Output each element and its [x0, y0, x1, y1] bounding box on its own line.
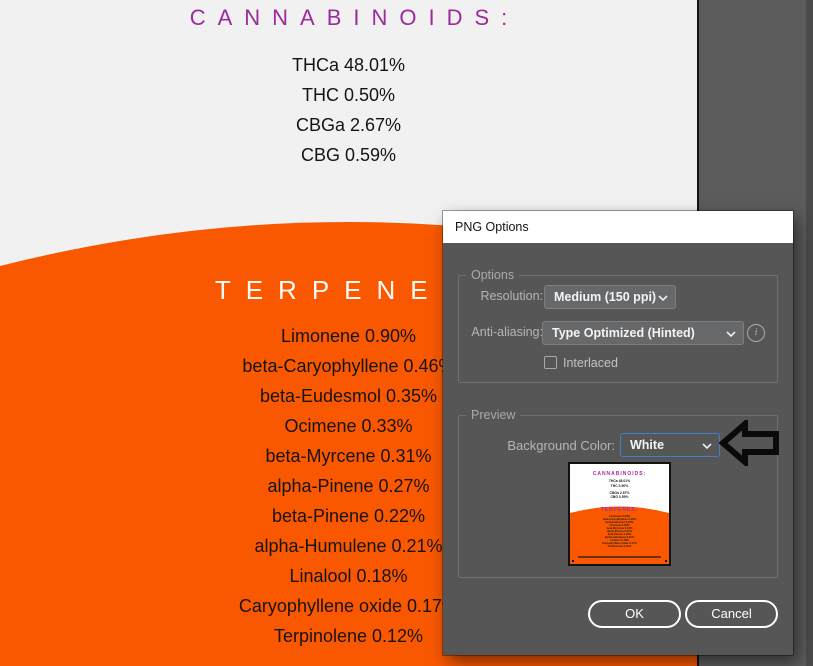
- terpene-line: beta-Pinene 0.22%: [271, 506, 426, 526]
- info-icon[interactable]: i: [747, 324, 765, 342]
- background-color-value: White: [630, 438, 665, 452]
- ok-button[interactable]: OK: [588, 600, 681, 628]
- terpene-line: Limonene 0.90%: [280, 326, 417, 346]
- cannabinoids-heading: CANNABINOIDS:: [189, 5, 520, 30]
- interlaced-label: Interlaced: [563, 356, 618, 370]
- dialog-title: PNG Options: [455, 220, 529, 234]
- background-color-dropdown[interactable]: White: [620, 433, 720, 457]
- preview-group: Preview Background Color: White CANNABIN…: [458, 408, 778, 578]
- background-color-label: Background Color:: [507, 438, 615, 453]
- terpene-line: Caryophyllene oxide 0.17%: [238, 596, 459, 616]
- antialiasing-label: Anti-aliasing:: [471, 325, 543, 339]
- terpenes-list: Limonene 0.90% beta-Caryophyllene 0.46% …: [0, 321, 697, 651]
- cannabinoid-line: CBG 0.59%: [300, 145, 397, 165]
- png-options-dialog: PNG Options Options Resolution: Medium (…: [442, 210, 794, 656]
- thumbnail-terpenes-lines: Limonene 0.90% beta-Caryophyllene 0.46% …: [602, 515, 637, 548]
- cannabinoid-line: THCa 48.01%: [291, 55, 406, 75]
- terpene-line: Linalool 0.18%: [289, 566, 408, 586]
- antialiasing-value: Type Optimized (Hinted): [552, 326, 695, 340]
- terpenes-heading: TERPENES:: [214, 275, 498, 305]
- resolution-value: Medium (150 ppi): [554, 290, 657, 304]
- cannabinoid-line: CBGa 2.67%: [295, 115, 402, 135]
- thumbnail-cannabinoids-heading: CANNABINOIDS:: [592, 471, 647, 477]
- preview-group-label: Preview: [466, 408, 521, 422]
- options-group-label: Options: [466, 268, 520, 282]
- thumbnail-orange-wave: [570, 506, 669, 564]
- interlaced-checkbox[interactable]: [544, 356, 557, 369]
- annotation-arrow-left-icon: [719, 420, 779, 466]
- resolution-label: Resolution:: [480, 289, 543, 303]
- terpene-line: beta-Eudesmol 0.35%: [259, 386, 438, 406]
- terpene-line: Ocimene 0.33%: [284, 416, 413, 436]
- thumbnail-terpenes-heading: TERPENES:: [600, 507, 639, 513]
- window-edge-shade: [806, 0, 813, 666]
- chevron-down-icon: [702, 443, 712, 449]
- resolution-dropdown[interactable]: Medium (150 ppi): [544, 285, 676, 309]
- terpene-line: beta-Caryophyllene 0.46%: [242, 356, 455, 376]
- thumbnail-crop-mark: [665, 560, 667, 562]
- chevron-down-icon: [726, 331, 736, 337]
- thumbnail-cannabinoids-lines: THCa 48.01% THC 0.50% CBGa 2.67% CBG 0.5…: [608, 479, 631, 500]
- preview-thumbnail: CANNABINOIDS: THCa 48.01% THC 0.50% CBGa…: [568, 462, 671, 566]
- thumbnail-fine-print-line: [578, 556, 661, 558]
- antialiasing-dropdown[interactable]: Type Optimized (Hinted): [542, 321, 744, 345]
- dialog-titlebar[interactable]: PNG Options: [443, 211, 793, 243]
- chevron-down-icon: [658, 295, 668, 301]
- terpene-line: beta-Myrcene 0.31%: [265, 446, 432, 466]
- terpene-line: Terpinolene 0.12%: [273, 626, 424, 646]
- terpene-line: alpha-Humulene 0.21%: [254, 536, 443, 556]
- cannabinoid-line: THC 0.50%: [301, 85, 396, 105]
- cancel-button[interactable]: Cancel: [685, 600, 778, 628]
- cannabinoids-list: THCa 48.01% THC 0.50% CBGa 2.67% CBG 0.5…: [0, 50, 697, 170]
- terpene-line: alpha-Pinene 0.27%: [267, 476, 430, 496]
- thumbnail-crop-mark: [572, 560, 574, 562]
- options-group: Options Resolution: Medium (150 ppi) Ant…: [458, 268, 778, 383]
